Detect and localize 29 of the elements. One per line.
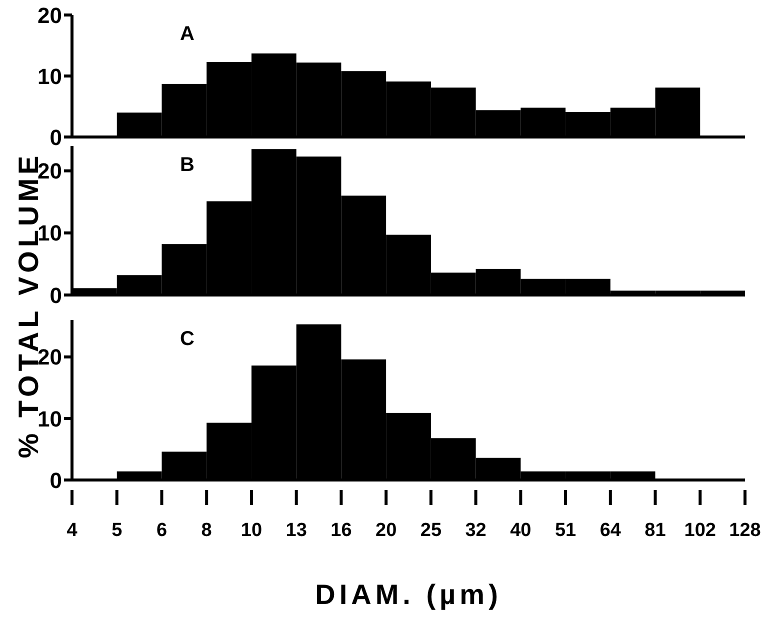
y-tick-label: 20	[38, 158, 62, 184]
x-tick-label: 64	[600, 520, 622, 541]
x-tick-label: 16	[330, 520, 352, 541]
x-tick-label: 102	[684, 520, 716, 541]
y-tick-label: 10	[38, 406, 62, 432]
y-tick-label: 10	[38, 64, 62, 89]
x-tick-label: 8	[201, 520, 212, 541]
x-tick-label: 128	[729, 520, 761, 541]
y-tick-label: 10	[38, 220, 62, 246]
annotation: A	[180, 23, 194, 46]
x-tick-label: 5	[112, 520, 123, 541]
x-tick-label: 81	[644, 520, 666, 541]
x-axis-title: DIAM. (µm)	[315, 579, 502, 610]
x-tick-label: 13	[286, 520, 307, 541]
x-tick-label: 25	[420, 520, 442, 541]
x-tick-label: 10	[240, 520, 262, 541]
y-tick-label: 20	[38, 2, 62, 28]
x-tick-label: 40	[510, 520, 532, 541]
x-tick-label: 20	[376, 520, 397, 541]
y-tick-label: 0	[50, 282, 62, 308]
y-tick-label: 0	[50, 124, 62, 150]
y-tick-label: 20	[38, 344, 62, 370]
y-tick-label: 0	[50, 468, 62, 493]
x-tick-label: 32	[465, 520, 486, 541]
annotation: C	[180, 328, 194, 351]
annotation: B	[180, 154, 194, 177]
x-tick-label: 51	[554, 520, 577, 541]
x-tick-label: 4	[66, 520, 78, 541]
x-tick-label: 6	[156, 520, 168, 541]
